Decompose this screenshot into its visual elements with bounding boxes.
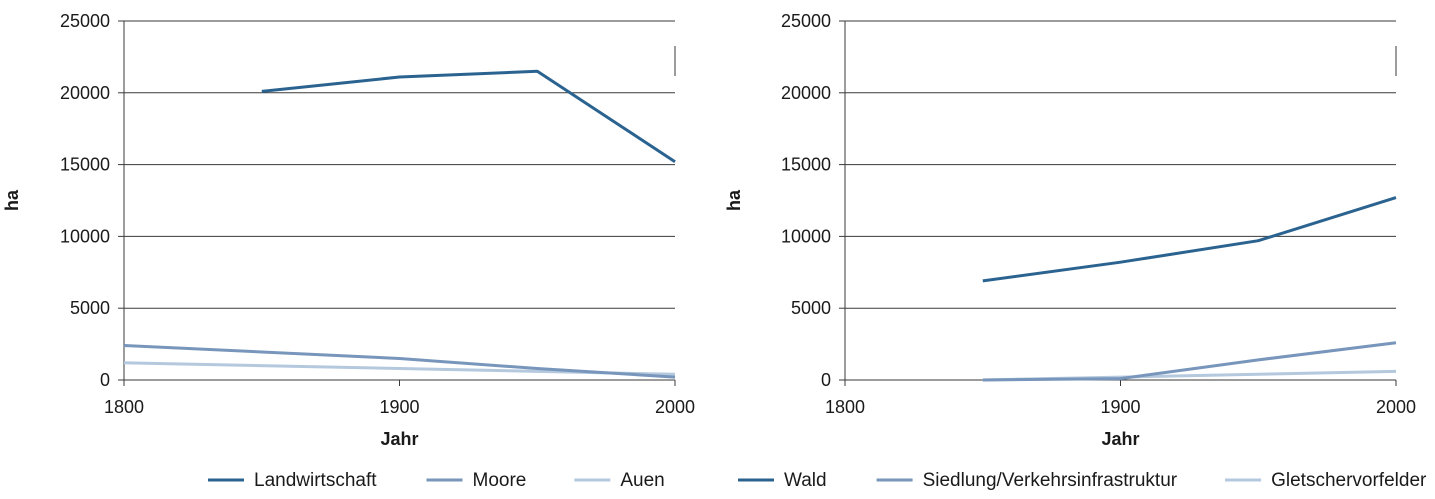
legend-label: Gletschervorfelder xyxy=(1271,470,1427,491)
y-tick-label: 25000 xyxy=(781,11,831,31)
series-line-moore xyxy=(123,344,676,379)
x-axis-title: Jahr xyxy=(380,429,418,449)
y-tick-label: 5000 xyxy=(791,298,831,318)
chart-right: 0 5000 10000 15000 20000 25000 1800 1900 2000 Jah… xyxy=(724,11,1427,491)
y-tick-label: 10000 xyxy=(60,226,110,246)
series-line-wald xyxy=(982,196,1397,283)
y-tick-label: 0 xyxy=(100,370,110,390)
y-axis-title: ha xyxy=(2,189,22,211)
series-line-siedlung-verkehrsinfrastruktur xyxy=(982,341,1397,382)
y-tick-label: 25000 xyxy=(60,11,110,31)
legend-label: Siedlung/Verkehrsinfrastruktur xyxy=(923,470,1178,491)
y-tick-label: 5000 xyxy=(70,298,110,318)
x-tick-label: 1900 xyxy=(379,397,419,417)
x-tick-label: 1800 xyxy=(104,397,144,417)
legend-label: Auen xyxy=(620,470,664,491)
y-tick-label: 15000 xyxy=(60,155,110,175)
chart-left: 0 5000 10000 15000 20000 25000 1800 1900 2000 Jah… xyxy=(2,11,695,491)
x-tick-label: 1800 xyxy=(825,397,865,417)
y-tick-label: 20000 xyxy=(781,83,831,103)
y-tick-label: 10000 xyxy=(781,226,831,246)
x-tick-label: 1900 xyxy=(1100,397,1140,417)
y-tick-label: 20000 xyxy=(60,83,110,103)
legend-label: Landwirtschaft xyxy=(254,470,377,491)
x-axis-title: Jahr xyxy=(1101,429,1139,449)
series-line-landwirtschaft xyxy=(261,69,676,163)
legend-label: Moore xyxy=(473,470,527,491)
x-tick-label: 2000 xyxy=(655,397,695,417)
y-tick-label: 0 xyxy=(821,370,831,390)
y-tick-label: 15000 xyxy=(781,155,831,175)
legend-label: Wald xyxy=(784,470,827,491)
x-tick-label: 2000 xyxy=(1376,397,1416,417)
y-axis-title: ha xyxy=(724,189,744,211)
